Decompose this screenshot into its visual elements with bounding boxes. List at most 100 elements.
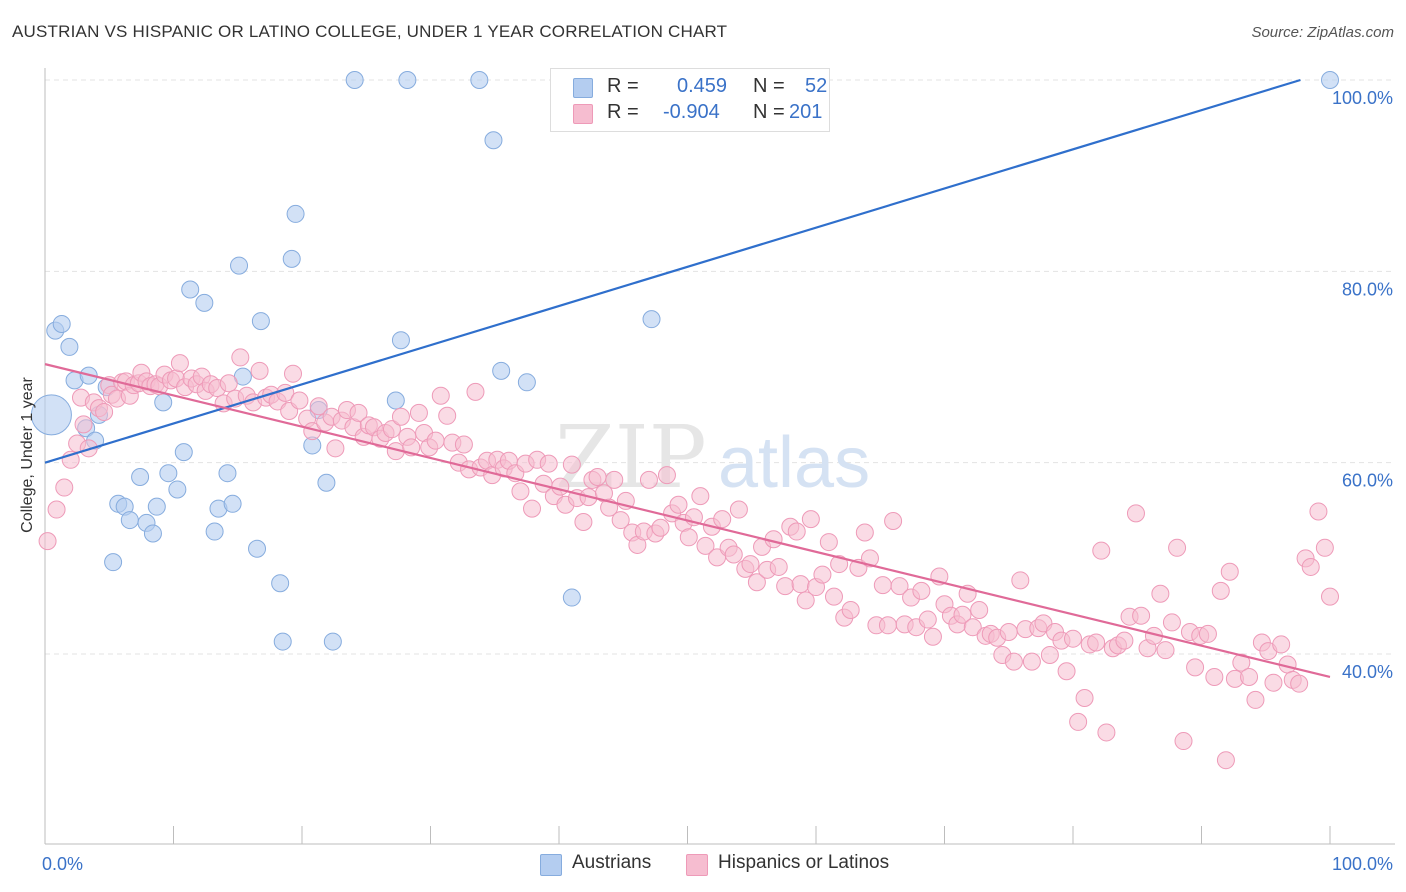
hispanics-point — [912, 581, 931, 600]
austrians-point — [154, 393, 173, 412]
hispanics-point — [639, 470, 658, 489]
hispanics-trend-line — [44, 363, 1331, 679]
austrians-point — [230, 256, 249, 275]
watermark-atlas: atlas — [718, 423, 870, 503]
hispanics-point — [1011, 571, 1030, 590]
n-label: N = — [753, 75, 785, 97]
trend-lines — [44, 78, 1331, 679]
hispanics-point — [1301, 557, 1320, 576]
hispanics-point — [729, 500, 748, 519]
austrians-point — [251, 312, 270, 331]
hispanics-point — [349, 403, 368, 422]
austrians-point — [168, 480, 187, 499]
hispanics-point — [801, 510, 820, 529]
hispanics-point — [284, 364, 303, 383]
y-tick-label: 60.0% — [1342, 471, 1393, 491]
hispanics-legend-swatch — [686, 854, 708, 876]
austrians-point — [52, 314, 71, 333]
hispanics-point — [1004, 652, 1023, 671]
hispanics-point — [290, 391, 309, 410]
hispanics-point — [918, 610, 937, 629]
hispanics-point — [38, 532, 57, 551]
austrians-point — [484, 131, 503, 150]
r-value-austrians: 0.459 — [677, 75, 728, 97]
hispanics-point — [1087, 633, 1106, 652]
hispanics-point — [466, 382, 485, 401]
hispanics-point — [878, 616, 897, 635]
hispanics-point — [1126, 504, 1145, 523]
y-axis-label: College, Under 1 year — [19, 377, 36, 533]
hispanics-point — [953, 605, 972, 624]
austrians-point — [104, 553, 123, 572]
hispanics-point — [1216, 751, 1235, 770]
austrians-point — [120, 511, 139, 530]
hispanics-point — [890, 577, 909, 596]
austrians-point — [386, 391, 405, 410]
watermark: ZIP atlas — [555, 408, 870, 508]
hispanics-point — [1057, 662, 1076, 681]
n-label: N = — [753, 101, 785, 123]
austrians-point — [143, 524, 162, 543]
hispanics-point — [391, 407, 410, 426]
austrians-point — [147, 497, 166, 516]
hispanics-point — [1186, 658, 1205, 677]
y-tick-label: 100.0% — [1332, 88, 1393, 108]
hispanics-point — [970, 600, 989, 619]
austrians-point — [317, 473, 336, 492]
hispanics-point — [819, 533, 838, 552]
hispanics-point — [231, 348, 250, 367]
y-tick-label: 40.0% — [1342, 662, 1393, 682]
hispanics-point — [539, 454, 558, 473]
axes — [44, 68, 1395, 845]
hispanics-point — [776, 577, 795, 596]
hispanics-point — [611, 511, 630, 530]
hispanics-point — [1264, 673, 1283, 692]
hispanics-point — [1290, 674, 1309, 693]
hispanics-point — [830, 555, 849, 574]
austrians-point — [174, 443, 193, 462]
hispanics-point — [1162, 613, 1181, 632]
austrians-point — [398, 71, 417, 89]
hispanics-point — [1040, 645, 1059, 664]
austrians-legend-label: Austrians — [572, 852, 652, 873]
austrians-point — [282, 249, 301, 268]
hispanics-point — [562, 455, 581, 474]
hispanics-point — [999, 622, 1018, 641]
y-tick-label: 80.0% — [1342, 279, 1393, 299]
hispanics-point — [791, 575, 810, 594]
hispanics-point — [1198, 624, 1217, 643]
austrians-point — [223, 494, 242, 513]
austrians-point — [273, 632, 292, 651]
hispanics-point — [1309, 502, 1328, 521]
hispanics-point — [813, 565, 832, 584]
hispanics-point — [1321, 587, 1339, 606]
hispanics-point — [769, 557, 788, 576]
hispanics-point — [796, 591, 815, 610]
austrians-point — [271, 574, 290, 593]
hispanics-point — [551, 477, 570, 496]
hispanics-point — [1115, 631, 1134, 650]
hispanics-point — [1168, 538, 1187, 557]
hispanics-point — [669, 495, 688, 514]
hispanics-point — [1205, 667, 1224, 686]
hispanics-point — [1232, 653, 1251, 672]
austrians-point — [30, 394, 72, 436]
hispanics-point — [219, 374, 238, 393]
hispanics-point — [1272, 635, 1291, 654]
hispanics-point — [724, 545, 743, 564]
hispanics-swatch — [573, 104, 593, 124]
austrians-point — [1321, 71, 1339, 89]
hispanics-legend-label: Hispanics or Latinos — [718, 852, 890, 873]
austrians-point — [345, 71, 364, 89]
hispanics-point — [1211, 581, 1230, 600]
n-value-austrians: 52 — [805, 75, 828, 97]
hispanics-point — [170, 354, 189, 373]
hispanics-point — [1097, 723, 1116, 742]
austrians-point — [131, 468, 150, 487]
r-label: R = — [607, 75, 639, 97]
hispanics-point — [1246, 690, 1265, 709]
austrians-point — [60, 337, 79, 356]
r-label: R = — [607, 101, 639, 123]
hispanics-point — [438, 406, 457, 425]
austrians-legend-swatch — [540, 854, 562, 876]
